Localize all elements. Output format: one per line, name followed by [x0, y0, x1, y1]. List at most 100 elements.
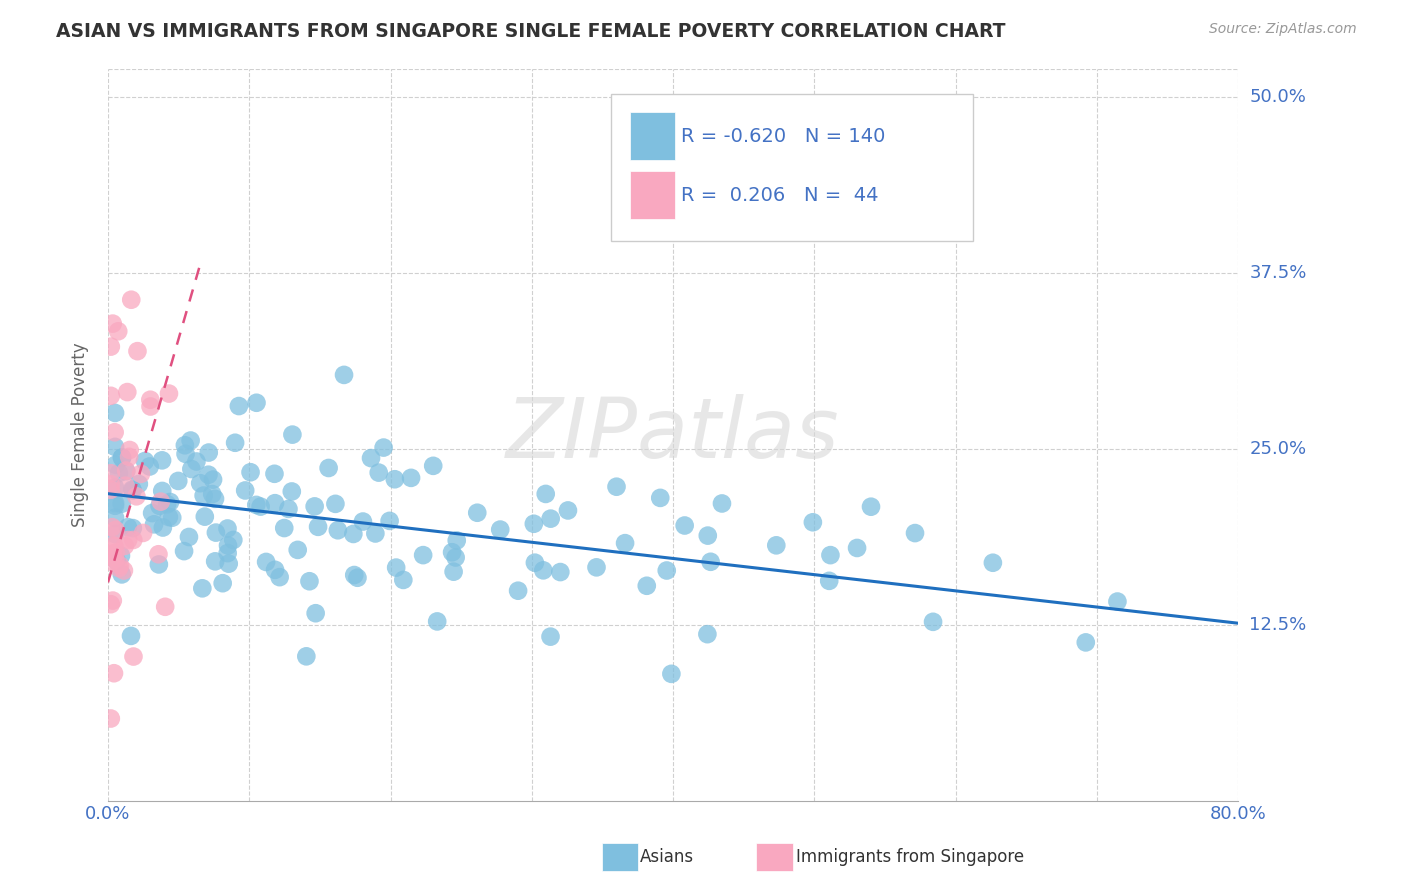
Point [143, 517, 166, 532]
Point [443, 565, 465, 579]
Point [191, 582, 214, 596]
Text: Immigrants from Singapore: Immigrants from Singapore [796, 848, 1024, 866]
Point [120, 293, 142, 307]
Point [273, 521, 295, 535]
Point [281, 484, 304, 499]
Point [201, 487, 224, 501]
Point [180, 462, 202, 476]
Point [801, 516, 824, 530]
Point [399, 471, 422, 485]
Point [465, 506, 488, 520]
Point [696, 627, 718, 641]
Point [104, 481, 127, 495]
Point [162, 510, 184, 524]
Point [120, 629, 142, 643]
Point [104, 527, 127, 541]
FancyBboxPatch shape [630, 112, 675, 160]
Point [108, 558, 131, 573]
Point [333, 368, 356, 382]
Point [121, 521, 143, 535]
Text: Source: ZipAtlas.com: Source: ZipAtlas.com [1209, 22, 1357, 37]
Point [422, 458, 444, 473]
Point [188, 476, 211, 491]
Point [129, 467, 152, 481]
Point [108, 561, 131, 575]
Point [118, 450, 141, 464]
Point [281, 427, 304, 442]
Point [100, 477, 122, 491]
Point [222, 533, 245, 547]
Point [245, 498, 267, 512]
Point [108, 466, 131, 480]
Point [152, 520, 174, 534]
Point [295, 649, 318, 664]
Point [204, 491, 226, 506]
Point [426, 615, 449, 629]
Point [104, 523, 127, 537]
Point [100, 712, 122, 726]
Point [307, 520, 329, 534]
Point [125, 489, 148, 503]
Y-axis label: Single Female Poverty: Single Female Poverty [72, 343, 89, 527]
Point [104, 496, 127, 510]
Point [101, 550, 124, 565]
Point [585, 560, 607, 574]
Text: 25.0%: 25.0% [1250, 440, 1306, 458]
Point [614, 536, 637, 550]
Point [173, 438, 195, 452]
Point [117, 520, 139, 534]
Text: 37.5%: 37.5% [1250, 264, 1306, 282]
Point [197, 467, 219, 482]
Point [122, 649, 145, 664]
Point [346, 571, 368, 585]
Point [167, 474, 190, 488]
Point [104, 440, 127, 454]
Point [150, 453, 173, 467]
Point [650, 491, 672, 505]
Point [1107, 594, 1129, 608]
Point [489, 523, 512, 537]
Point [352, 515, 374, 529]
Point [249, 500, 271, 514]
Point [264, 563, 287, 577]
Point [343, 568, 366, 582]
Point [101, 317, 124, 331]
Point [115, 464, 138, 478]
Point [696, 528, 718, 542]
Point [277, 502, 299, 516]
Point [385, 560, 408, 574]
Point [101, 547, 124, 561]
Point [239, 465, 262, 479]
Point [269, 570, 291, 584]
Point [174, 447, 197, 461]
Point [111, 567, 134, 582]
Point [104, 551, 127, 566]
Point [194, 509, 217, 524]
Point [134, 454, 156, 468]
Point [446, 533, 468, 548]
Text: 12.5%: 12.5% [1250, 615, 1306, 633]
Point [540, 511, 562, 525]
Point [104, 510, 127, 524]
Point [202, 473, 225, 487]
Point [104, 458, 127, 472]
Point [100, 467, 122, 481]
Point [228, 399, 250, 413]
Point [114, 539, 136, 553]
Point [132, 525, 155, 540]
Point [304, 500, 326, 514]
Point [118, 442, 141, 457]
Point [342, 527, 364, 541]
Text: 50.0%: 50.0% [1250, 87, 1306, 105]
Point [217, 546, 239, 560]
Point [149, 494, 172, 508]
Point [818, 574, 841, 588]
Point [217, 539, 239, 553]
Point [523, 516, 546, 531]
Point [100, 389, 122, 403]
Point [360, 451, 382, 466]
Point [153, 599, 176, 614]
Point [104, 545, 127, 559]
Point [173, 544, 195, 558]
Point [148, 547, 170, 561]
